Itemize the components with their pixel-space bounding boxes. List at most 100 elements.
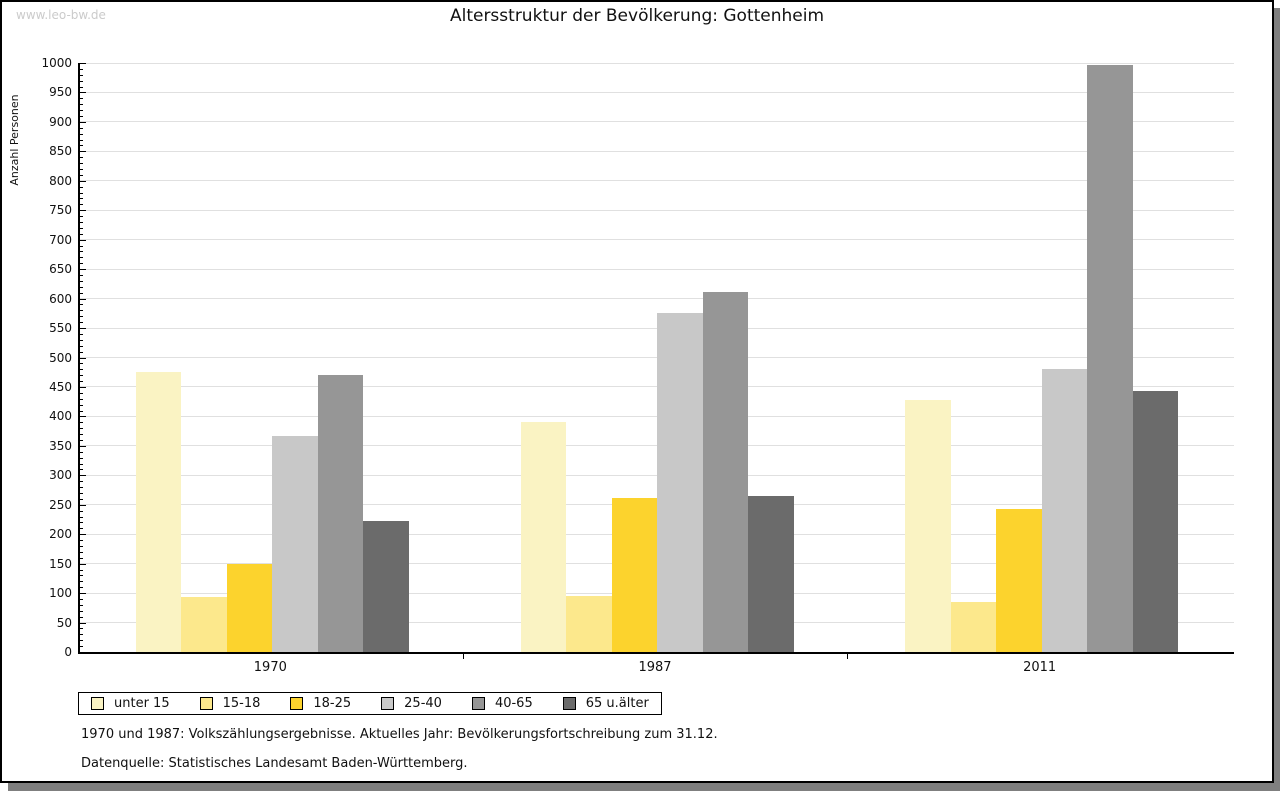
y-major-tick (80, 475, 86, 477)
bar-1987-40-65 (702, 292, 748, 652)
y-major-tick (80, 151, 86, 153)
y-minor-tick (80, 375, 83, 377)
y-minor-tick (80, 516, 83, 518)
y-minor-tick (80, 557, 83, 559)
bar-2011-25-40 (1041, 369, 1088, 652)
legend-label: 25-40 (404, 696, 442, 711)
y-minor-tick (80, 363, 83, 365)
legend-swatch (290, 697, 304, 710)
chart-title: Altersstruktur der Bevölkerung: Gottenhe… (449, 6, 825, 26)
y-minor-tick (80, 139, 83, 141)
y-major-tick (80, 298, 86, 300)
y-minor-tick (80, 110, 83, 112)
y-minor-tick (80, 604, 83, 606)
y-major-tick (80, 563, 86, 565)
gridline (80, 268, 1234, 270)
y-minor-tick (80, 616, 83, 618)
y-minor-tick (80, 222, 83, 224)
y-minor-tick (80, 98, 83, 100)
bar-1987-15-18 (566, 596, 612, 652)
y-tick-label: 500 (49, 350, 72, 365)
gridline (80, 180, 1234, 182)
y-minor-tick (80, 339, 83, 341)
gridline (80, 150, 1234, 152)
bar-2011-65-u.älter (1132, 391, 1179, 652)
y-tick-label: 50 (56, 615, 72, 630)
y-major-tick (80, 239, 86, 241)
y-minor-tick (80, 104, 83, 106)
legend-swatch (199, 697, 213, 710)
y-minor-tick (80, 545, 83, 547)
y-minor-tick (80, 74, 83, 76)
y-tick-label: 600 (49, 291, 72, 306)
y-minor-tick (80, 540, 83, 542)
y-tick-label: 350 (49, 438, 72, 453)
y-minor-tick (80, 145, 83, 147)
bar-1970-25-40 (272, 436, 318, 652)
y-minor-tick (80, 333, 83, 335)
y-minor-tick (80, 422, 83, 424)
y-minor-tick (80, 86, 83, 88)
y-minor-tick (80, 163, 83, 165)
y-minor-tick (80, 322, 83, 324)
bar-2011-18-25 (996, 509, 1042, 652)
x-axis-separator-tick (847, 654, 849, 659)
y-tick-label: 750 (49, 203, 72, 218)
y-minor-tick (80, 292, 83, 294)
x-axis-separator-tick (462, 654, 464, 659)
y-minor-tick (80, 392, 83, 394)
y-minor-tick (80, 286, 83, 288)
legend-label: 40-65 (494, 696, 533, 711)
legend-swatch (562, 697, 576, 710)
y-minor-tick (80, 640, 83, 642)
y-minor-tick (80, 492, 83, 494)
y-major-tick (80, 210, 86, 212)
y-minor-tick (80, 551, 83, 553)
y-tick-label: 0 (64, 645, 72, 659)
y-major-tick (80, 357, 86, 359)
bar-1970-40-65 (317, 374, 364, 652)
y-major-tick (80, 534, 86, 536)
y-tick-label: 900 (49, 114, 72, 129)
y-minor-tick (80, 487, 83, 489)
legend-label: 65 u.älter (585, 696, 649, 711)
y-minor-tick (80, 381, 83, 383)
plot-area (78, 62, 1234, 654)
y-minor-tick (80, 216, 83, 218)
footnote-line-2: Datenquelle: Statistisches Landesamt Bad… (81, 756, 468, 771)
footnote-line-1: 1970 und 1987: Volkszählungsergebnisse. … (81, 727, 718, 742)
legend-label: 18-25 (313, 696, 352, 711)
bar-1970-unter-15 (135, 372, 182, 652)
y-minor-tick (80, 598, 83, 600)
legend-label: unter 15 (114, 696, 170, 711)
y-tick-label: 850 (49, 144, 72, 159)
legend-swatch (471, 697, 485, 710)
y-minor-tick (80, 610, 83, 612)
y-minor-tick (80, 587, 83, 589)
bar-2011-unter-15 (905, 399, 951, 652)
y-minor-tick (80, 528, 83, 530)
y-minor-tick (80, 404, 83, 406)
y-minor-tick (80, 369, 83, 371)
y-minor-tick (80, 434, 83, 436)
y-minor-tick (80, 628, 83, 630)
legend-item: 40-65 (471, 696, 533, 711)
legend-label: 15-18 (222, 696, 261, 711)
gridline (80, 121, 1234, 123)
y-minor-tick (80, 439, 83, 441)
y-major-tick (80, 386, 86, 388)
y-minor-tick (80, 522, 83, 524)
gridline (80, 298, 1234, 300)
gridline (80, 239, 1234, 241)
y-tick-label: 400 (49, 409, 72, 424)
y-minor-tick (80, 227, 83, 229)
y-major-tick (80, 180, 86, 182)
y-minor-tick (80, 634, 83, 636)
bar-1987-unter-15 (520, 422, 566, 652)
y-minor-tick (80, 351, 83, 353)
bar-1987-25-40 (657, 313, 703, 652)
y-axis-title: Anzahl Personen (8, 94, 21, 186)
y-minor-tick (80, 280, 83, 282)
y-tick-label: 650 (49, 262, 72, 277)
y-minor-tick (80, 127, 83, 129)
